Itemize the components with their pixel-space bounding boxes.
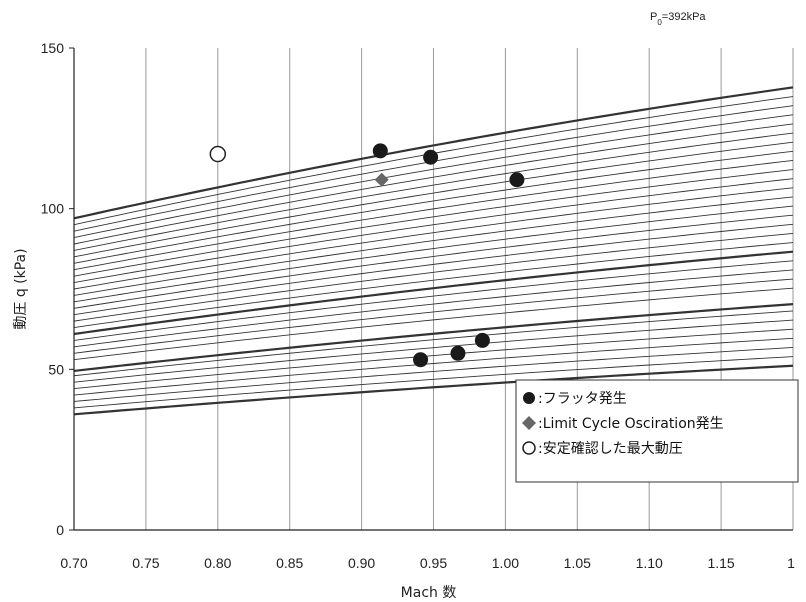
pressure-curve xyxy=(74,223,793,316)
pressure-curve xyxy=(74,328,793,390)
legend-label: フラッタ発生 xyxy=(543,391,627,407)
legend-separator: : xyxy=(538,441,543,457)
flutter-point xyxy=(509,172,525,188)
y-tick-label: 0 xyxy=(56,522,64,538)
p0-annotation: P0=392kPa xyxy=(650,11,706,27)
pressure-curve xyxy=(74,187,793,290)
x-tick-label: 1 xyxy=(787,555,795,571)
flutter-point xyxy=(474,332,490,348)
legend-label: Limit Cycle Osciration発生 xyxy=(543,416,724,432)
legend-item-label: :Limit Cycle Osciration発生 xyxy=(538,416,724,432)
y-tick-label: 50 xyxy=(48,361,64,377)
flutter-point xyxy=(423,149,439,165)
y-tick-label: 150 xyxy=(41,40,65,56)
x-tick-label: 0.85 xyxy=(276,555,303,571)
x-axis-title: Mach 数 xyxy=(401,585,457,601)
legend-separator: : xyxy=(538,416,543,432)
pressure-curve xyxy=(74,303,793,373)
pressure-curve xyxy=(74,150,793,264)
y-tick-label: 100 xyxy=(41,201,65,217)
pressure-curve xyxy=(74,287,793,361)
pressure-curve xyxy=(74,310,793,377)
pressure-curve xyxy=(74,269,793,348)
pressure-curve xyxy=(74,278,793,354)
pressure-curve xyxy=(74,86,793,220)
x-tick-label: 1.15 xyxy=(707,555,734,571)
pressure-curve xyxy=(74,250,793,336)
legend-stable-symbol xyxy=(522,441,536,455)
x-tick-label: 0.70 xyxy=(60,555,87,571)
pressure-curve xyxy=(74,123,793,245)
pressure-curve xyxy=(74,169,793,277)
legend-item-label: :フラッタ発生 xyxy=(538,391,627,407)
x-tick-label: 0.80 xyxy=(204,555,231,571)
x-tick-label: 1.00 xyxy=(492,555,519,571)
pressure-curve xyxy=(74,196,793,296)
pressure-curve xyxy=(74,347,793,402)
x-tick-label: 0.75 xyxy=(132,555,159,571)
pressure-curve xyxy=(74,356,793,409)
pressure-curve xyxy=(74,337,793,396)
pressure-curve xyxy=(74,242,793,329)
x-tick-label: 0.95 xyxy=(420,555,447,571)
pressure-curve xyxy=(74,319,793,383)
legend-box xyxy=(515,379,799,483)
pressure-curve xyxy=(74,232,793,322)
p0-annotation-subscript: 0 xyxy=(657,18,662,27)
p0-annotation-suffix: =392kPa xyxy=(662,11,707,23)
pressure-curve xyxy=(74,159,793,271)
pressure-curve xyxy=(74,260,793,341)
x-tick-label: 1.10 xyxy=(636,555,663,571)
legend-separator: : xyxy=(538,391,543,407)
legend-lco-symbol xyxy=(522,416,536,430)
y-axis-title: 動圧 q (kPa) xyxy=(13,248,29,329)
lco-point xyxy=(374,172,389,187)
pressure-curve xyxy=(74,364,793,416)
pressure-curve xyxy=(74,114,793,239)
pressure-curve xyxy=(74,178,793,284)
flutter-point xyxy=(450,345,466,361)
flutter-point xyxy=(372,143,388,159)
curve-layer xyxy=(74,86,793,416)
legend-item-label: :安定確認した最大動圧 xyxy=(538,441,683,457)
legend-flutter-symbol xyxy=(523,392,535,404)
marker-layer xyxy=(209,143,525,368)
p0-annotation-prefix: P xyxy=(650,11,657,23)
axis-layer: 0.70 0.75 0.80 0.85 0.90 0.95 1.00 1.05 1.10 1.15… xyxy=(13,11,795,601)
pressure-curve xyxy=(74,205,793,303)
x-tick-label: 1.05 xyxy=(564,555,591,571)
legend-label: 安定確認した最大動圧 xyxy=(543,441,683,457)
x-tick-label: 0.90 xyxy=(348,555,375,571)
legend: :フラッタ発生:Limit Cycle Osciration発生:安定確認した最… xyxy=(515,379,799,483)
pressure-curve xyxy=(74,214,793,309)
pressure-curve xyxy=(74,141,793,258)
stable-max-point xyxy=(209,145,227,163)
flutter-point xyxy=(413,352,429,368)
pressure-curve xyxy=(74,132,793,251)
